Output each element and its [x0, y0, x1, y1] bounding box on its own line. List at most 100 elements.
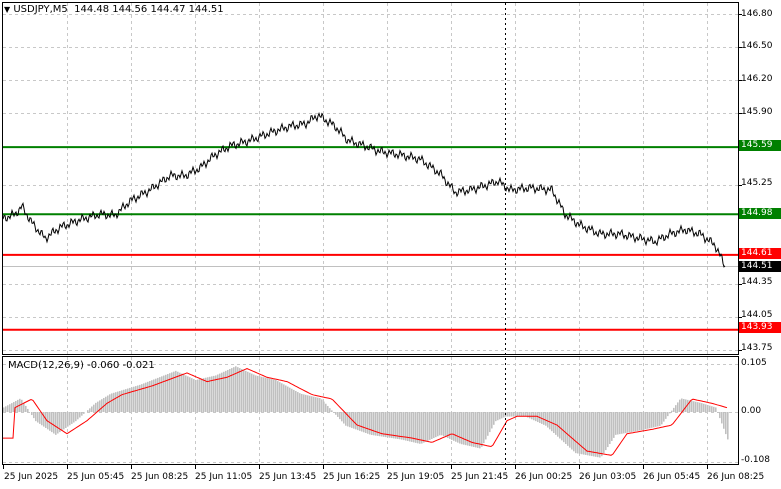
histogram-bar: [717, 412, 719, 413]
histogram-bar: [257, 375, 259, 412]
histogram-bar: [165, 374, 167, 412]
histogram-bar: [361, 412, 363, 432]
histogram-bar: [615, 412, 617, 435]
histogram-bar: [143, 383, 145, 412]
histogram-bar: [181, 373, 183, 412]
histogram-bar: [247, 371, 249, 412]
histogram-bar: [9, 404, 11, 412]
histogram-bar: [191, 378, 193, 412]
histogram-bar: [461, 412, 463, 445]
histogram-bar: [159, 377, 161, 412]
price-tick-label: 145.25: [741, 178, 773, 188]
price-pane-frame: [2, 2, 739, 355]
time-axis: 25 Jun 2025 25 Jun 05:45 25 Jun 08:25 25…: [0, 472, 781, 486]
histogram-bar: [101, 399, 103, 412]
histogram-bar: [209, 376, 211, 412]
histogram-bar: [147, 381, 149, 412]
histogram-bar: [109, 394, 111, 412]
histogram-bar: [75, 412, 77, 422]
histogram-bar: [569, 412, 571, 448]
histogram-bar: [341, 412, 343, 422]
histogram-bar: [129, 387, 131, 412]
histogram-bar: [77, 412, 79, 420]
histogram-bar: [549, 412, 551, 430]
histogram-bar: [93, 404, 95, 412]
histogram-bar: [43, 412, 45, 427]
time-tick-label: 25 Jun 08:25: [131, 472, 189, 482]
histogram-bar: [667, 412, 669, 417]
histogram-bar: [51, 412, 53, 433]
histogram-bar: [527, 412, 529, 418]
histogram-bar: [519, 412, 521, 417]
histogram-bar: [37, 412, 39, 423]
histogram-bar: [291, 388, 293, 412]
histogram-bar: [23, 402, 25, 412]
histogram-bar: [319, 398, 321, 412]
price-tick-label: 145.90: [741, 107, 773, 117]
histogram-bar: [45, 412, 47, 428]
histogram-bar: [503, 412, 505, 418]
support-level-label: 145.59: [739, 140, 781, 151]
support-level-label: 144.98: [739, 208, 781, 219]
time-tick-label: 26 Jun 03:05: [579, 472, 637, 482]
histogram-bar: [445, 412, 447, 438]
histogram-bar: [673, 407, 675, 412]
histogram-bar: [67, 412, 69, 427]
histogram-bar: [695, 401, 697, 412]
histogram-bar: [121, 390, 123, 412]
histogram-bar: [363, 412, 365, 433]
resistance-level-label: 143.93: [739, 322, 781, 333]
histogram-bar: [665, 412, 667, 419]
histogram-bar: [649, 412, 651, 429]
histogram-bar: [643, 412, 645, 430]
histogram-bar: [175, 370, 177, 412]
histogram-bar: [701, 403, 703, 412]
histogram-bar: [689, 400, 691, 412]
histogram-bar: [413, 412, 415, 443]
histogram-bar: [613, 412, 615, 438]
histogram-bar: [289, 387, 291, 412]
histogram-bar: [657, 412, 659, 427]
histogram-bar: [429, 412, 431, 440]
histogram-bar: [617, 412, 619, 435]
histogram-bar: [401, 412, 403, 440]
histogram-bar: [185, 375, 187, 412]
histogram-bar: [507, 412, 509, 417]
histogram-bar: [369, 412, 371, 435]
histogram-bar: [225, 370, 227, 412]
histogram-bar: [685, 399, 687, 412]
symbol-label: USDJPY,M5: [13, 4, 68, 15]
histogram-bar: [3, 407, 5, 412]
histogram-bar: [131, 387, 133, 412]
histogram-bar: [87, 410, 89, 412]
histogram-bar: [393, 412, 395, 439]
histogram-bar: [133, 386, 135, 412]
histogram-bar: [337, 412, 339, 417]
histogram-bar: [359, 412, 361, 431]
time-tick-label: 25 Jun 2025: [4, 472, 59, 482]
histogram-bar: [149, 381, 151, 412]
histogram-bar: [647, 412, 649, 429]
histogram-bar: [95, 402, 97, 412]
histogram-bar: [15, 400, 17, 412]
histogram-bar: [575, 412, 577, 454]
histogram-bar: [97, 401, 99, 412]
histogram-bar: [545, 412, 547, 426]
histogram-bar: [25, 405, 27, 412]
histogram-bar: [629, 412, 631, 433]
histogram-bar: [233, 367, 235, 412]
histogram-bar: [141, 384, 143, 412]
histogram-bar: [117, 391, 119, 412]
histogram-bar: [391, 412, 393, 439]
histogram-bar: [513, 412, 515, 417]
histogram-bar: [633, 412, 635, 432]
histogram-bar: [389, 412, 391, 438]
histogram-bar: [309, 395, 311, 412]
histogram-bar: [423, 412, 425, 443]
histogram-bar: [241, 369, 243, 412]
histogram-bar: [439, 412, 441, 436]
triangle-down-icon[interactable]: ▼: [4, 5, 11, 14]
histogram-bar: [521, 412, 523, 417]
histogram-bar: [193, 379, 195, 412]
